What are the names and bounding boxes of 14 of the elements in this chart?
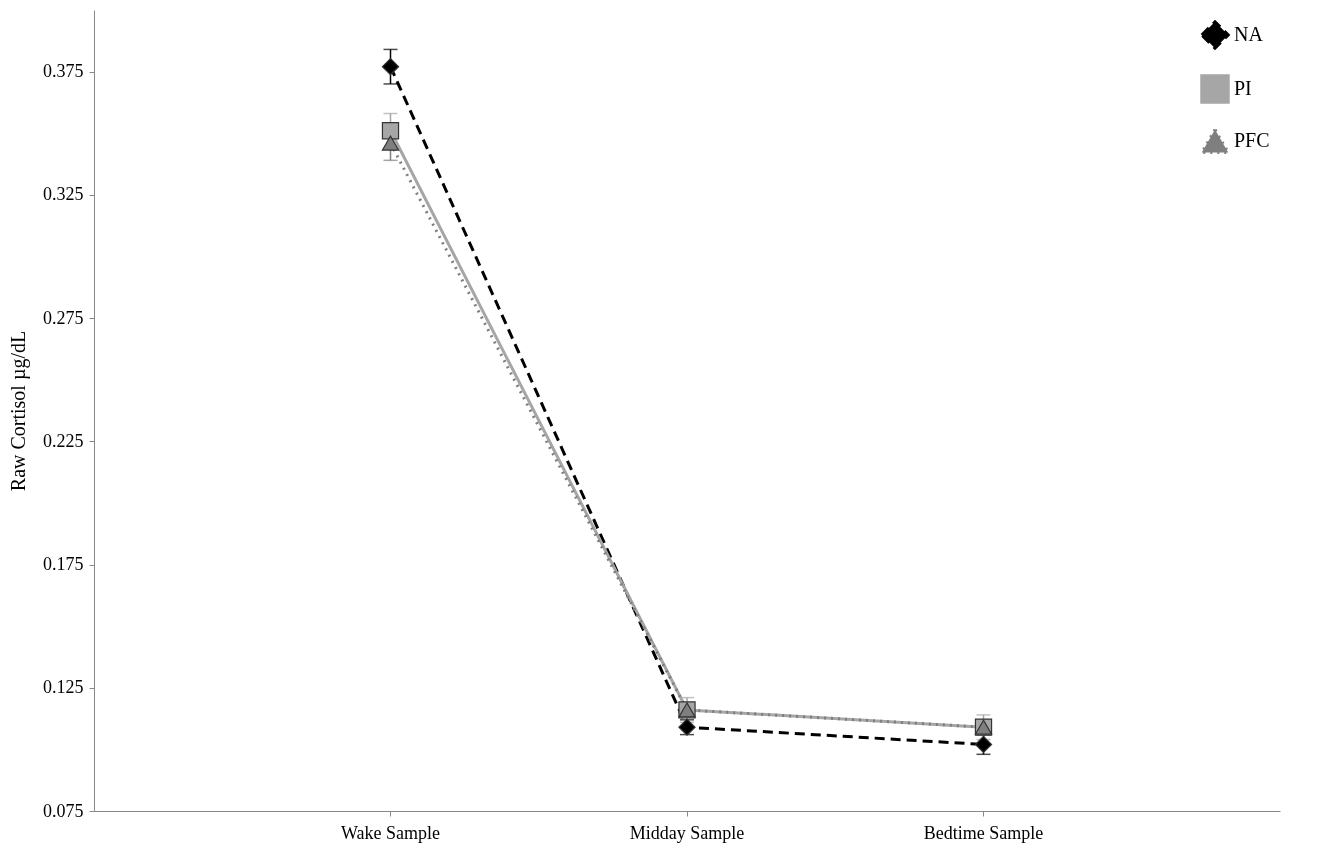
y-tick-label: 0.175: [43, 554, 84, 575]
y-tick-label: 0.375: [43, 61, 84, 82]
x-tick-label: Midday Sample: [629, 822, 745, 843]
x-tick-label: Bedtime Sample: [923, 822, 1044, 843]
y-tick-label: 0.125: [43, 677, 84, 698]
x-tick-label: Wake Sample: [340, 822, 441, 843]
legend-label: PFC: [1234, 129, 1270, 151]
legend-label: NA: [1234, 23, 1264, 45]
y-tick-label: 0.225: [43, 430, 84, 451]
y-tick-label: 0.275: [43, 307, 84, 328]
y-tick-label: 0.075: [43, 800, 84, 821]
y-axis-title: Raw Cortisol µg/dL: [7, 330, 30, 492]
y-tick-label: 0.325: [43, 184, 84, 205]
legend-label: PI: [1234, 77, 1252, 99]
